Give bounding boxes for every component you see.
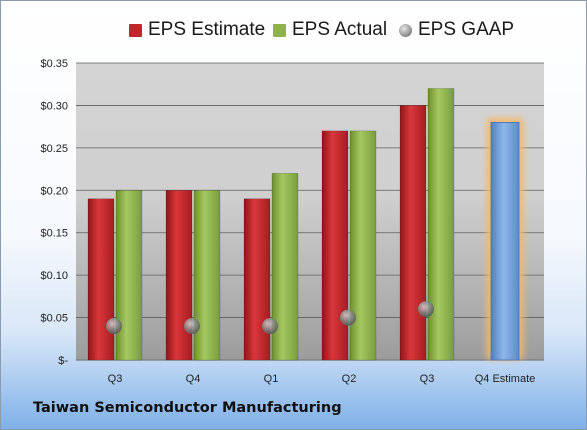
y-tick-label: $0.20 <box>40 185 68 197</box>
eps-gaap-marker <box>184 318 200 335</box>
eps-estimate-bar <box>165 189 193 361</box>
eps-estimate-bar <box>399 105 427 361</box>
x-tick-label: Q4 <box>186 373 201 385</box>
legend-item-eps-gaap: EPS GAAP <box>399 15 514 45</box>
legend-swatch-eps-estimate <box>129 23 142 37</box>
legend-label-eps-estimate: EPS Estimate <box>148 19 266 40</box>
legend-item-eps-actual: EPS Actual <box>273 15 387 45</box>
x-tick-label: Q2 <box>342 373 357 385</box>
company-name: Taiwan Semiconductor Manufacturing <box>33 400 342 416</box>
q4-estimate-bar <box>490 122 520 361</box>
eps-estimate-bar <box>243 198 271 361</box>
x-tick-label: Q1 <box>264 373 279 385</box>
y-tick-label: $0.30 <box>40 100 68 112</box>
eps-actual-bar <box>349 130 377 361</box>
legend-label-eps-gaap: EPS GAAP <box>418 19 515 40</box>
legend-item-eps-estimate: EPS Estimate <box>129 15 265 45</box>
x-tick-label: Q3 <box>420 373 435 385</box>
x-tick-label: Q3 <box>108 373 123 385</box>
eps-gaap-marker <box>340 309 356 326</box>
eps-actual-bar <box>427 88 455 361</box>
eps-estimate-bar <box>321 130 349 361</box>
y-tick-label: $0.05 <box>40 313 68 325</box>
eps-actual-bar <box>271 173 299 361</box>
eps-gaap-marker <box>418 301 434 318</box>
eps-actual-bar <box>193 189 221 361</box>
y-tick-label: $0.25 <box>40 143 68 155</box>
y-tick-label: $- <box>58 355 68 367</box>
legend-label-eps-actual: EPS Actual <box>292 19 388 40</box>
legend-swatch-eps-actual <box>273 23 286 37</box>
eps-gaap-marker <box>262 318 278 335</box>
eps-estimate-bar <box>87 198 115 361</box>
eps-actual-bar <box>115 189 143 361</box>
x-tick-label: Q4 Estimate <box>475 373 536 385</box>
y-tick-label: $0.10 <box>40 270 68 282</box>
plot-area <box>76 63 544 360</box>
y-tick-label: $0.35 <box>40 58 68 70</box>
chart-legend: EPS Estimate EPS Actual EPS GAAP <box>1 15 586 45</box>
legend-swatch-eps-gaap <box>399 23 412 37</box>
y-tick-label: $0.15 <box>40 228 68 240</box>
eps-gaap-marker <box>106 318 122 335</box>
